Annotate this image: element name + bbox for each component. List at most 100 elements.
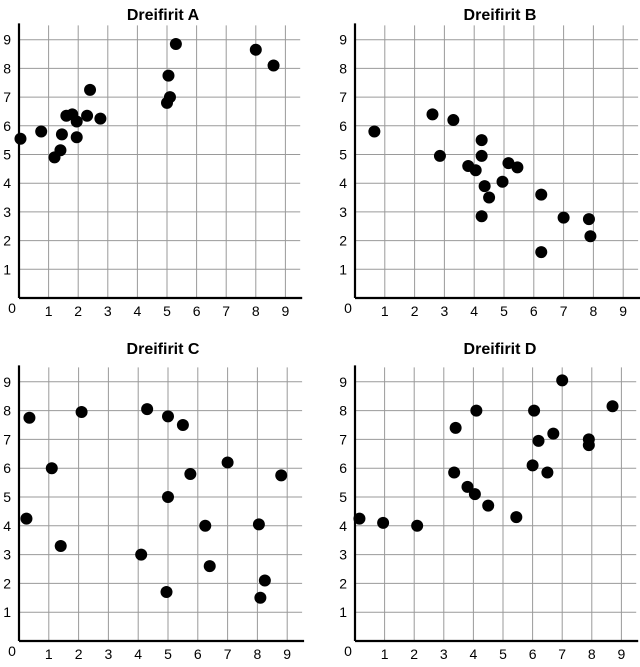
x-tick-label: 3 <box>105 646 113 662</box>
x-tick-label: 9 <box>283 646 291 662</box>
y-tick-label: 9 <box>3 374 11 390</box>
x-tick-label: 8 <box>254 646 262 662</box>
data-point <box>411 519 424 532</box>
data-point <box>510 511 523 524</box>
y-tick-label: 3 <box>339 547 347 563</box>
y-tick-label: 4 <box>339 175 347 191</box>
data-point <box>496 175 509 188</box>
x-tick-label: 9 <box>618 646 626 662</box>
data-point <box>267 59 280 72</box>
y-tick-label: 2 <box>3 233 11 249</box>
data-point <box>221 456 234 469</box>
x-tick-label: 9 <box>282 303 290 319</box>
y-tick-label: 2 <box>3 575 11 591</box>
data-point <box>377 516 390 529</box>
y-tick-label: 1 <box>3 261 11 277</box>
data-point <box>528 404 541 417</box>
data-point <box>606 400 619 413</box>
x-tick-label: 1 <box>381 303 389 319</box>
data-point <box>582 439 595 452</box>
x-tick-label: 5 <box>500 303 508 319</box>
x-tick-label: 7 <box>560 303 568 319</box>
data-point <box>535 188 548 201</box>
data-point <box>45 462 58 475</box>
data-point <box>20 512 33 525</box>
y-tick-label: 8 <box>339 60 347 76</box>
y-tick-label: 2 <box>339 575 347 591</box>
x-tick-label: 5 <box>163 303 171 319</box>
data-point <box>433 149 446 162</box>
x-tick-label: 6 <box>193 303 201 319</box>
data-point <box>584 230 597 243</box>
data-point <box>70 115 83 128</box>
y-tick-label: 9 <box>339 32 347 48</box>
y-tick-label: 3 <box>3 204 11 220</box>
x-tick-label: 4 <box>470 646 478 662</box>
scatter-panel-1: Dreifirit A 0 1 2 3 4 5 6 7 8 9 1 2 3 4 5 6 7 8 9 <box>3 7 303 319</box>
x-tick-label: 0 <box>8 300 16 316</box>
x-tick-label: 5 <box>164 646 172 662</box>
data-point <box>70 131 83 144</box>
data-point <box>275 469 288 482</box>
data-point <box>54 539 67 552</box>
data-point <box>258 574 271 587</box>
y-tick-label: 7 <box>339 431 347 447</box>
x-tick-label: 6 <box>530 303 538 319</box>
y-tick-label: 8 <box>3 60 11 76</box>
data-point <box>14 132 27 145</box>
data-point <box>353 512 366 525</box>
y-tick-label: 1 <box>339 261 347 277</box>
data-point <box>176 419 189 431</box>
data-point <box>254 591 267 604</box>
x-tick-label: 4 <box>134 646 142 662</box>
x-tick-label: 7 <box>222 303 230 319</box>
y-tick-label: 4 <box>339 518 347 534</box>
y-tick-label: 6 <box>3 118 11 134</box>
x-tick-label: 3 <box>104 303 112 319</box>
y-tick-label: 9 <box>339 374 347 390</box>
data-point <box>199 519 212 532</box>
x-tick-label: 8 <box>590 303 598 319</box>
x-tick-label: 7 <box>224 646 232 662</box>
scatter-panel-3: Dreifirit C 0 1 2 3 4 5 6 7 8 9 1 2 3 4 5 6 7 8 9 <box>3 341 305 662</box>
x-tick-label: 8 <box>252 303 260 319</box>
y-tick-label: 4 <box>3 175 11 191</box>
y-tick-label: 6 <box>3 460 11 476</box>
scatter-panel-4: Dreifirit D 0 1 2 3 4 5 6 7 8 9 1 2 3 4 5 6 7 8 9 <box>339 341 639 662</box>
x-tick-label: 5 <box>499 646 507 662</box>
x-tick-label: 4 <box>470 303 478 319</box>
data-point <box>162 410 174 423</box>
grid-lines <box>355 25 639 298</box>
x-tick-label: 6 <box>529 646 537 662</box>
y-tick-label: 6 <box>339 460 347 476</box>
chart-title: Dreifirit B <box>464 7 537 24</box>
chart-title: Dreifirit D <box>464 341 537 358</box>
data-point <box>461 480 474 493</box>
data-point <box>55 128 68 141</box>
data-point <box>535 246 548 259</box>
x-tick-label: 4 <box>134 303 142 319</box>
data-point <box>54 144 67 157</box>
data-point <box>478 180 491 193</box>
chart-title: Dreifirit C <box>127 341 200 358</box>
grid-lines <box>19 25 301 298</box>
data-point <box>84 83 97 96</box>
data-point <box>426 108 439 121</box>
data-point <box>135 548 148 561</box>
y-tick-label: 1 <box>339 604 347 620</box>
data-point <box>468 488 481 501</box>
y-tick-label: 3 <box>3 547 11 563</box>
data-point <box>526 459 539 472</box>
data-point <box>475 210 488 223</box>
data-point <box>556 374 569 387</box>
data-point <box>511 161 524 174</box>
data-point <box>541 466 554 479</box>
y-tick-label: 8 <box>3 403 11 419</box>
y-tick-label: 5 <box>339 147 347 163</box>
data-point <box>23 411 36 424</box>
x-tick-label: 7 <box>558 646 566 662</box>
data-point <box>557 211 570 224</box>
x-tick-label: 2 <box>410 646 418 662</box>
y-tick-label: 5 <box>339 489 347 505</box>
data-point <box>162 69 175 82</box>
